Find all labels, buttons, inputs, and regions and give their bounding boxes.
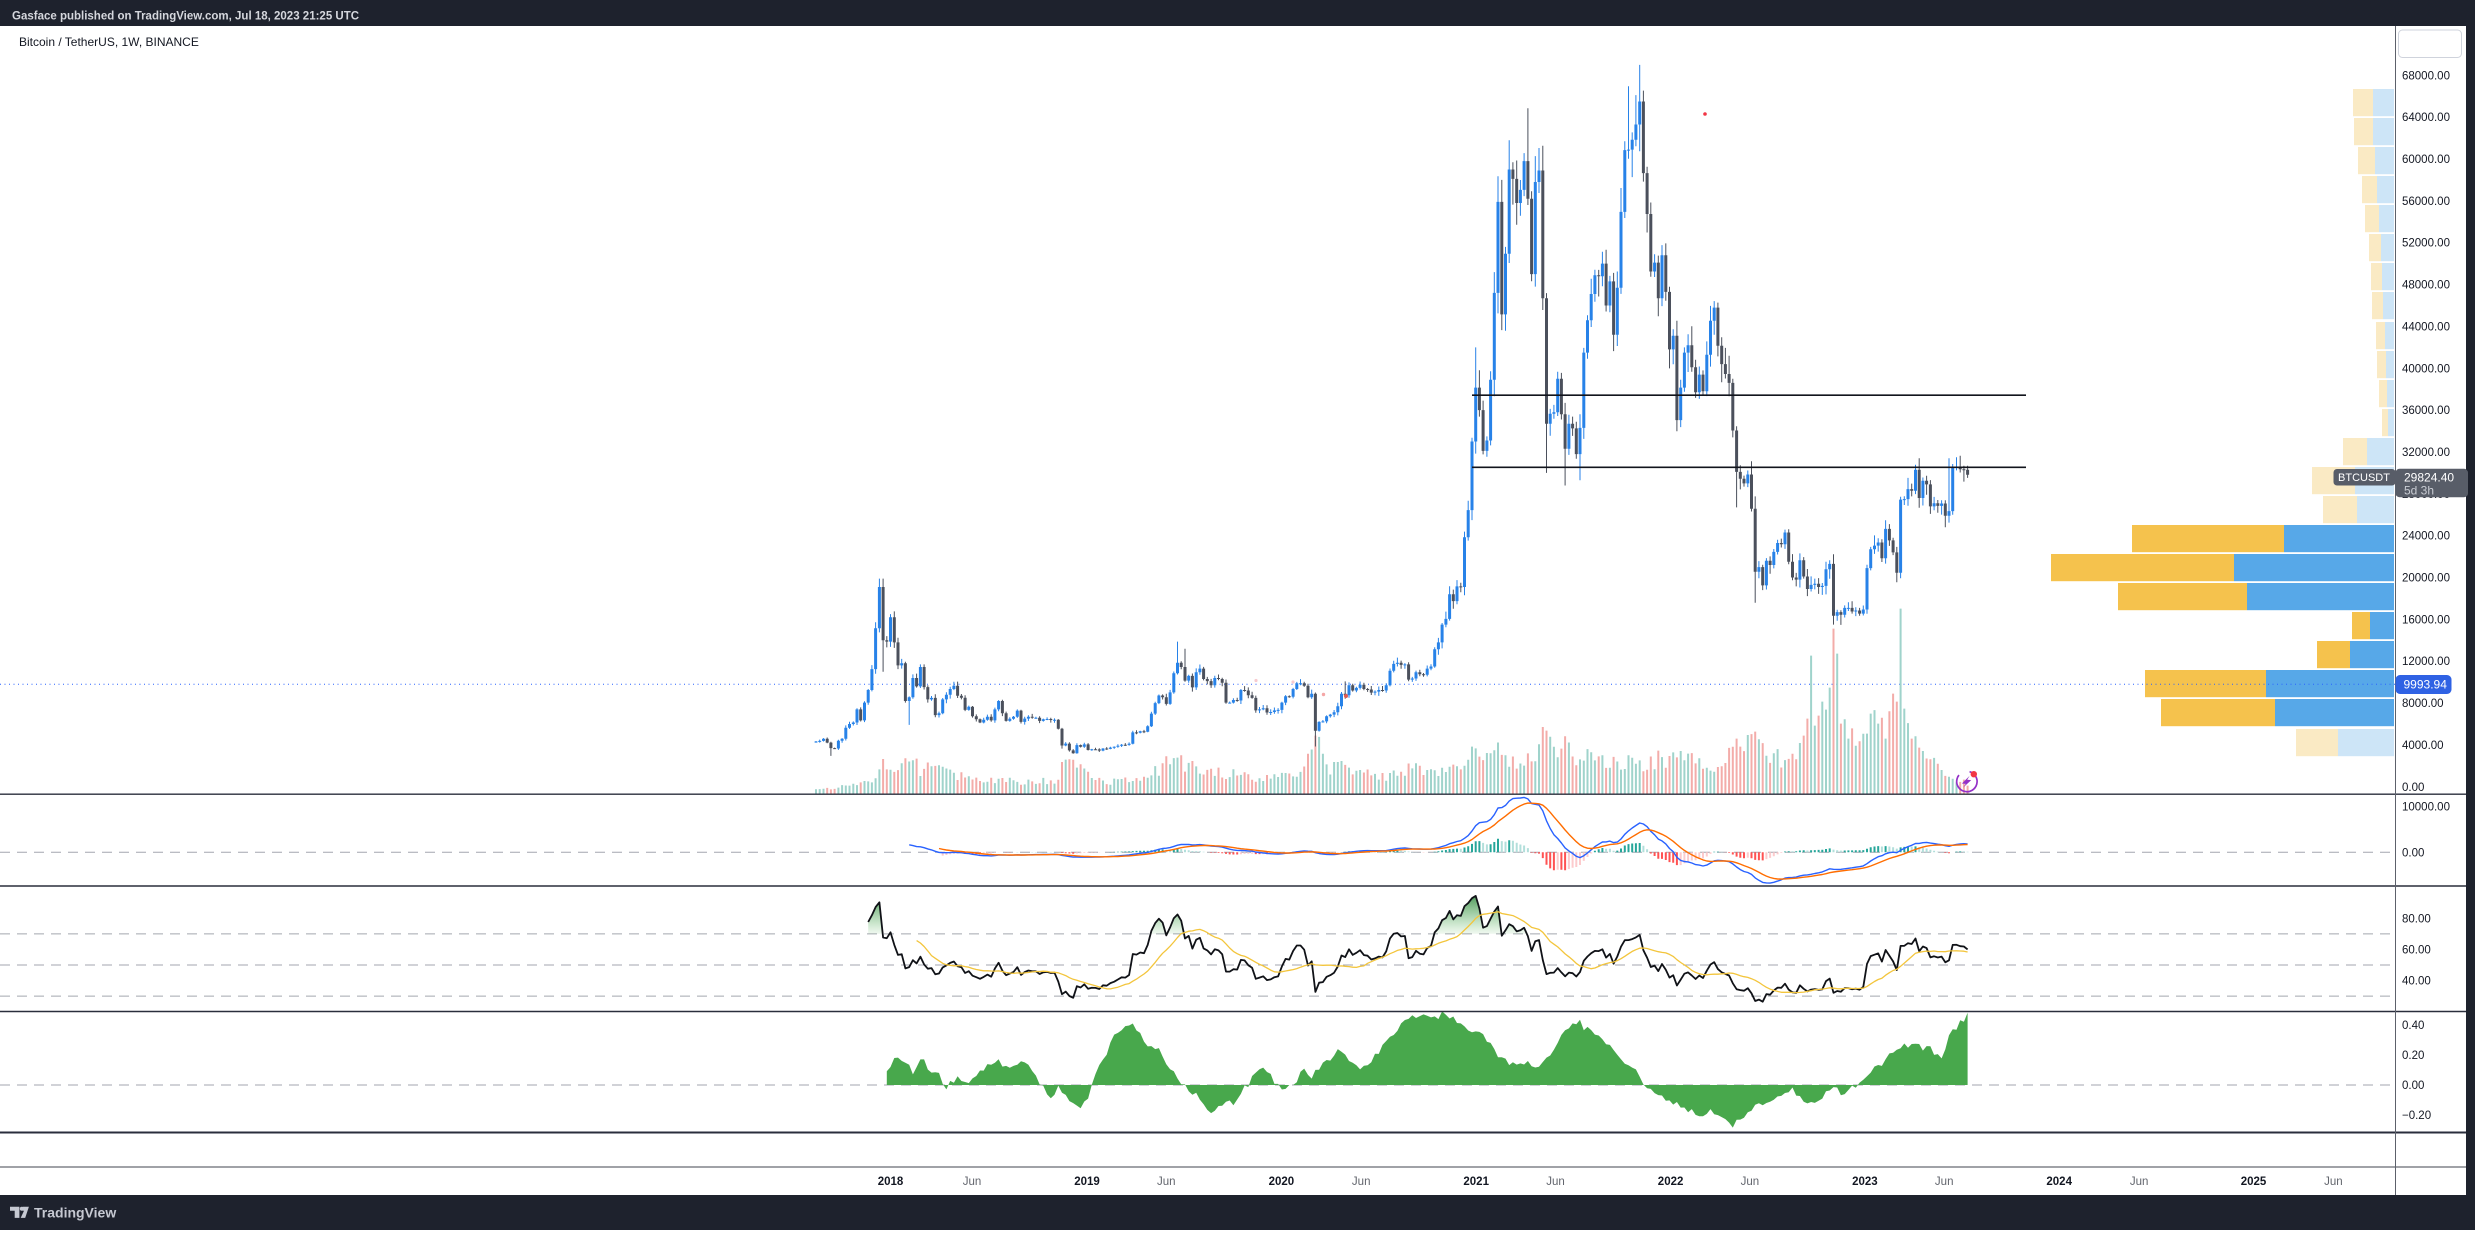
svg-text:Jun: Jun <box>2130 1176 2149 1188</box>
svg-text:Jun: Jun <box>1546 1176 1565 1188</box>
svg-text:12000.00: 12000.00 <box>2402 656 2450 668</box>
svg-text:64000.00: 64000.00 <box>2402 112 2450 124</box>
svg-text:Bitcoin / TetherUS, 1W, BINANC: Bitcoin / TetherUS, 1W, BINANCE <box>19 35 199 49</box>
svg-text:2022: 2022 <box>1658 1176 1684 1188</box>
svg-text:68000.00: 68000.00 <box>2402 70 2450 82</box>
svg-text:44000.00: 44000.00 <box>2402 321 2450 333</box>
svg-text:0.40: 0.40 <box>2402 1020 2424 1032</box>
svg-text:Jun: Jun <box>1352 1176 1371 1188</box>
svg-text:0.00: 0.00 <box>2402 1080 2424 1092</box>
svg-text:8000.00: 8000.00 <box>2402 698 2444 710</box>
svg-text:−0.20: −0.20 <box>2402 1110 2431 1122</box>
svg-text:Jun: Jun <box>1741 1176 1760 1188</box>
svg-text:Jun: Jun <box>1157 1176 1176 1188</box>
svg-text:16000.00: 16000.00 <box>2402 614 2450 626</box>
svg-text:BTCUSDT: BTCUSDT <box>2338 472 2390 484</box>
svg-text:10000.00: 10000.00 <box>2402 802 2450 814</box>
svg-text:TradingView: TradingView <box>34 1205 116 1221</box>
svg-text:29824.40: 29824.40 <box>2404 470 2454 484</box>
svg-text:Jun: Jun <box>2324 1176 2343 1188</box>
svg-text:40.00: 40.00 <box>2402 976 2431 988</box>
svg-text:20000.00: 20000.00 <box>2402 573 2450 585</box>
svg-text:0.00: 0.00 <box>2402 782 2424 794</box>
svg-text:36000.00: 36000.00 <box>2402 405 2450 417</box>
svg-text:Jun: Jun <box>963 1176 982 1188</box>
svg-text:9993.94: 9993.94 <box>2404 677 2448 691</box>
svg-text:56000.00: 56000.00 <box>2402 196 2450 208</box>
svg-text:40000.00: 40000.00 <box>2402 363 2450 375</box>
svg-text:2018: 2018 <box>878 1176 904 1188</box>
svg-text:0.20: 0.20 <box>2402 1050 2424 1062</box>
svg-text:2021: 2021 <box>1463 1176 1489 1188</box>
svg-text:5d 3h: 5d 3h <box>2404 483 2434 497</box>
svg-text:60.00: 60.00 <box>2402 945 2431 957</box>
svg-text:24000.00: 24000.00 <box>2402 531 2450 543</box>
svg-text:Gasface published on TradingVi: Gasface published on TradingView.com, Ju… <box>12 11 359 23</box>
svg-text:0.00: 0.00 <box>2402 847 2424 859</box>
svg-text:2019: 2019 <box>1074 1176 1100 1188</box>
svg-text:32000.00: 32000.00 <box>2402 447 2450 459</box>
svg-text:80.00: 80.00 <box>2402 913 2431 925</box>
svg-text:2023: 2023 <box>1852 1176 1878 1188</box>
svg-text:2024: 2024 <box>2046 1176 2072 1188</box>
svg-text:Jun: Jun <box>1935 1176 1954 1188</box>
svg-text:48000.00: 48000.00 <box>2402 280 2450 292</box>
svg-text:4000.00: 4000.00 <box>2402 740 2444 752</box>
svg-text:52000.00: 52000.00 <box>2402 238 2450 250</box>
svg-text:2025: 2025 <box>2241 1176 2267 1188</box>
svg-text:2020: 2020 <box>1269 1176 1295 1188</box>
svg-text:60000.00: 60000.00 <box>2402 154 2450 166</box>
